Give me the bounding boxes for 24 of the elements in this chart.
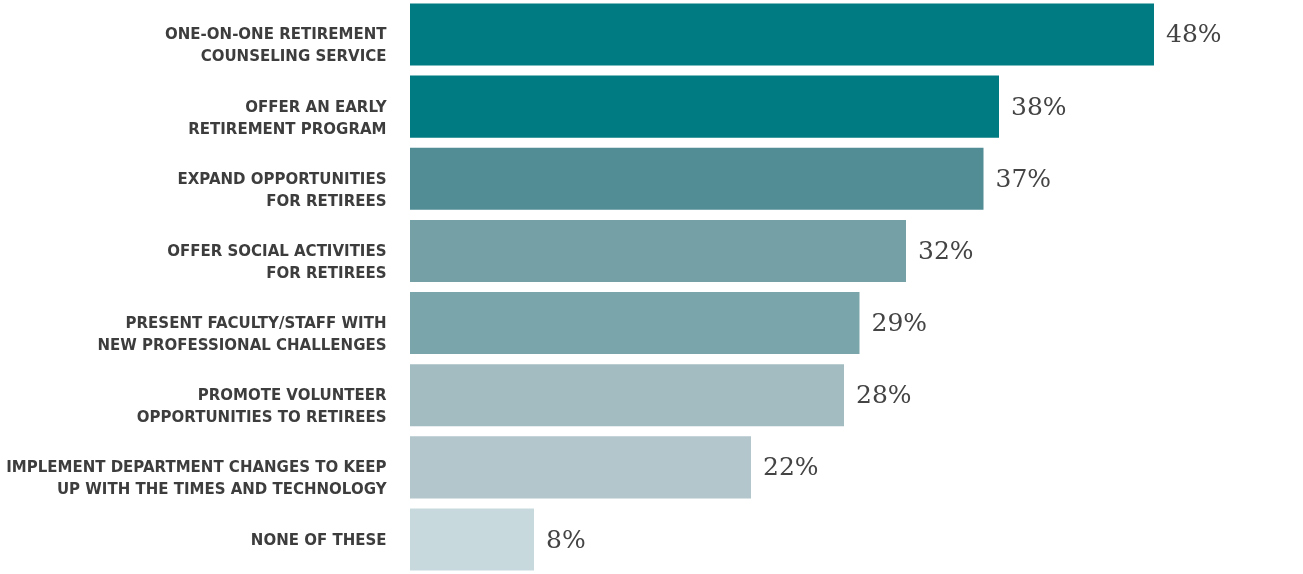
data-label: 29% <box>871 308 928 338</box>
data-label: 28% <box>856 380 912 410</box>
bar <box>410 147 984 210</box>
y-tick-label: IMPLEMENT DEPARTMENT CHANGES TO KEEP UP WITH THE TIMES AND TECHNOLOGY <box>6 458 388 499</box>
y-tick-label: NONE OF THESE <box>250 530 387 549</box>
y-tick-label: ONE-ON-ONE RETIREMENT COUNSELING SERVICE <box>165 25 388 66</box>
bar <box>410 436 751 499</box>
data-label: 22% <box>763 452 819 482</box>
y-tick-label: PROMOTE VOLUNTEER OPPORTUNITIES TO RETIREES <box>136 386 387 427</box>
y-tick-label: OFFER SOCIAL ACTIVITIES FOR RETIREES <box>167 241 387 282</box>
data-label: 8% <box>546 524 586 554</box>
data-label: 32% <box>918 235 974 265</box>
bar <box>410 3 1154 66</box>
data-label: 48% <box>1166 19 1222 49</box>
y-tick-label: EXPAND OPPORTUNITIES FOR RETIREES <box>177 169 387 210</box>
y-tick-label: PRESENT FACULTY/STAFF WITH NEW PROFESSIONAL CHALLENGES <box>97 314 387 355</box>
bar <box>410 364 844 427</box>
bar <box>410 219 906 282</box>
data-label: 38% <box>1011 91 1067 121</box>
bar <box>410 508 534 571</box>
bar <box>410 292 860 355</box>
bar <box>410 75 999 138</box>
data-label: 37% <box>995 163 1052 193</box>
y-tick-label: OFFER AN EARLY RETIREMENT PROGRAM <box>188 97 388 138</box>
